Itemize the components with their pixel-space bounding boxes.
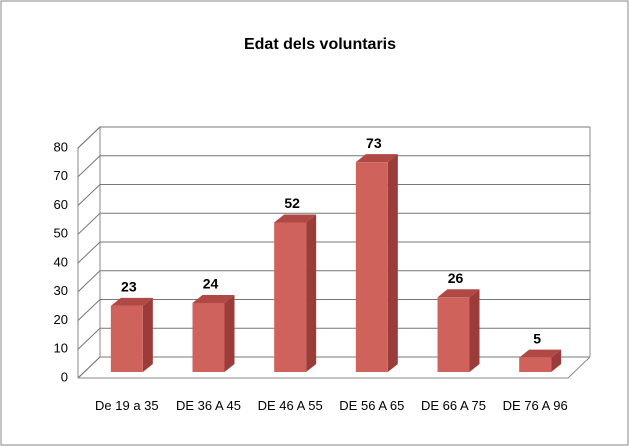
y-tick-label: 40 — [54, 254, 68, 269]
y-tick-label: 50 — [54, 226, 68, 241]
bar — [437, 289, 480, 372]
x-tick-label-box: DE 46 A 55 — [257, 398, 323, 413]
grid-line — [77, 184, 590, 206]
y-tick-label: 20 — [54, 312, 68, 327]
x-tick-label-box: DE 76 A 96 — [502, 398, 568, 413]
bar-top — [110, 297, 153, 306]
bar — [355, 154, 398, 372]
bar-top — [519, 349, 562, 358]
x-tick-label: DE 46 A 55 — [257, 398, 323, 413]
bar-top — [437, 289, 480, 298]
bar-side — [142, 297, 153, 372]
bar-front — [110, 305, 143, 372]
x-tick-label-box: DE 56 A 65 — [339, 398, 405, 413]
chart-title: Edat dels voluntaris — [244, 36, 396, 53]
bar-front — [355, 162, 388, 372]
bar-side — [387, 154, 398, 372]
bar-front — [437, 297, 470, 372]
data-label: 24 — [203, 276, 219, 292]
bar-front — [192, 303, 225, 372]
bar-side — [551, 349, 562, 372]
grid-line — [77, 212, 590, 235]
bar-side — [306, 214, 317, 372]
x-tick-label: DE 56 A 65 — [339, 398, 405, 413]
x-tick-label-box: DE 66 A 75 — [420, 398, 487, 413]
bar-front — [274, 222, 307, 372]
data-label: 26 — [448, 270, 464, 286]
y-tick-label: 30 — [54, 283, 68, 298]
grid-line — [77, 356, 590, 379]
grid-line — [77, 327, 590, 350]
grid-line — [77, 270, 590, 293]
data-label: 52 — [284, 195, 300, 211]
x-tick-label: De 19 a 35 — [95, 398, 159, 413]
bar — [519, 349, 562, 372]
y-tick-label: 10 — [54, 341, 68, 356]
bar-side — [224, 295, 235, 372]
y-tick-label: 70 — [54, 168, 68, 183]
grid-line — [77, 241, 590, 264]
bar-top — [355, 154, 398, 163]
grid-line — [77, 299, 590, 321]
x-tick-label: DE 66 A 75 — [420, 398, 487, 413]
x-tick-label: DE 36 A 45 — [175, 398, 242, 413]
data-label: 23 — [121, 279, 137, 295]
grid-line — [77, 155, 590, 178]
bar — [192, 295, 235, 372]
bar — [274, 214, 317, 372]
bar-side — [469, 289, 480, 372]
y-tick-label: 60 — [54, 197, 68, 212]
data-label: 73 — [366, 135, 382, 151]
y-tick-label: 80 — [54, 139, 68, 154]
bar-top — [192, 295, 235, 303]
bar-top — [274, 214, 317, 223]
y-tick-label: 0 — [61, 369, 68, 384]
data-label: 5 — [533, 330, 541, 346]
x-tick-label-box: DE 36 A 45 — [175, 398, 242, 413]
floor — [78, 356, 591, 379]
bar — [110, 297, 153, 372]
x-tick-label: DE 76 A 96 — [502, 398, 568, 413]
bar-front — [519, 357, 552, 372]
x-tick-label-box: De 19 a 35 — [95, 398, 159, 413]
grid-line — [77, 126, 590, 149]
